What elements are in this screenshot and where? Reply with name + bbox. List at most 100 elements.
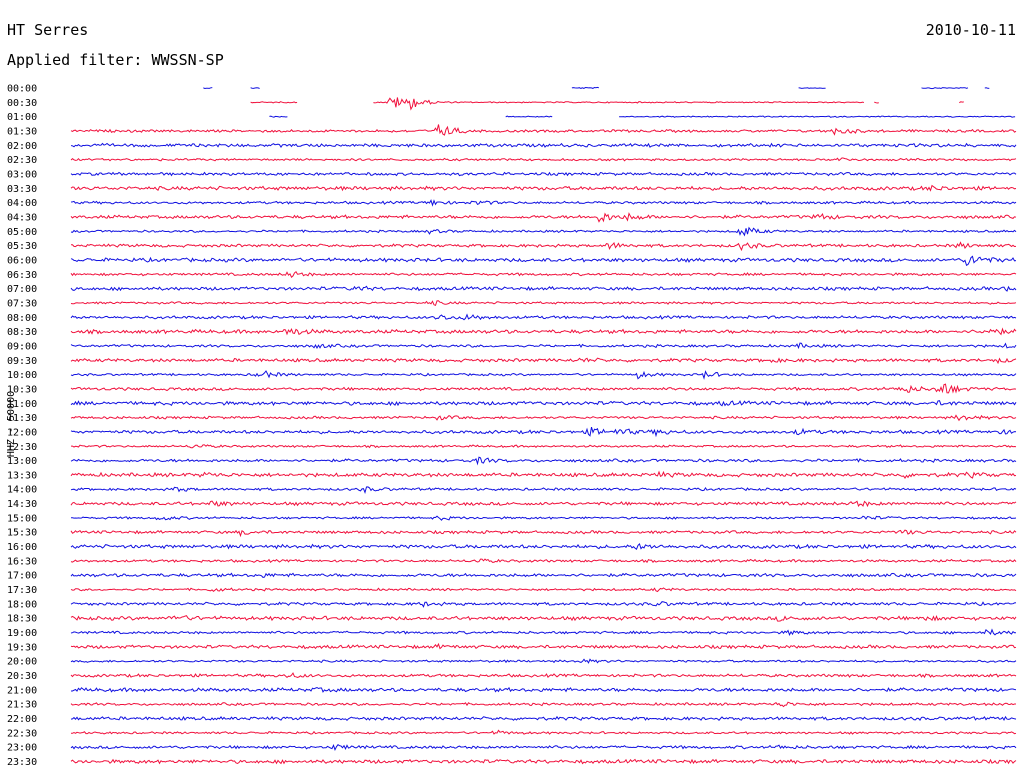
channel-label: HHZ - 50000 — [6, 391, 17, 457]
trace-line — [250, 101, 298, 104]
trace-line — [70, 426, 1017, 438]
trace-line — [71, 686, 1017, 693]
trace-line — [70, 500, 1017, 508]
hour-label: 09:00 — [7, 341, 37, 352]
hour-label: 08:30 — [7, 327, 37, 338]
hour-label: 00:00 — [7, 84, 37, 95]
trace-line — [70, 157, 1017, 162]
trace-line — [70, 357, 1017, 365]
hour-label: 19:30 — [7, 642, 37, 653]
station-title: HT Serres — [7, 21, 89, 39]
hour-label: 15:30 — [7, 528, 37, 539]
trace-line — [70, 515, 1017, 521]
trace-line — [70, 270, 1017, 279]
trace-line — [619, 115, 1016, 118]
trace-line — [70, 642, 1017, 650]
hour-label: 14:00 — [7, 485, 37, 496]
hour-label: 23:30 — [7, 757, 37, 768]
hour-label: 02:30 — [7, 155, 37, 166]
trace-line — [70, 587, 1017, 593]
hour-label: 05:30 — [7, 241, 37, 252]
hour-label: 02:00 — [7, 141, 37, 152]
trace-line — [70, 601, 1017, 608]
trace-line — [70, 558, 1017, 564]
trace-line — [70, 400, 1017, 407]
hour-label: 23:00 — [7, 743, 37, 754]
hour-label: 05:00 — [7, 227, 37, 238]
trace-line — [71, 241, 1017, 252]
trace-line — [70, 327, 1017, 336]
trace-line — [70, 758, 1017, 765]
hour-label: 03:00 — [7, 169, 37, 180]
trace-line — [203, 87, 213, 90]
hour-label: 22:00 — [7, 714, 37, 725]
trace-line — [984, 87, 990, 89]
hour-label: 08:00 — [7, 313, 37, 324]
trace-line — [70, 470, 1017, 480]
hour-label: 11:30 — [7, 413, 37, 424]
trace-line — [71, 444, 1017, 449]
trace-line — [571, 86, 600, 89]
trace-line — [959, 101, 964, 104]
hour-label: 01:30 — [7, 126, 37, 137]
trace-line — [70, 572, 1017, 578]
trace-line — [70, 199, 1017, 207]
trace-line — [70, 672, 1017, 679]
trace-line — [70, 615, 1017, 622]
hour-label: 12:30 — [7, 442, 37, 453]
hour-label: 16:30 — [7, 556, 37, 567]
trace-line — [70, 184, 1017, 192]
hour-label: 18:30 — [7, 614, 37, 625]
trace-line — [70, 529, 1017, 538]
hour-label: 07:00 — [7, 284, 37, 295]
hour-label: 13:30 — [7, 470, 37, 481]
hour-label: 01:00 — [7, 112, 37, 123]
trace-line — [70, 370, 1017, 380]
hour-label: 06:30 — [7, 270, 37, 281]
date-label: 2010-10-11 — [925, 21, 1016, 39]
hour-label: 04:00 — [7, 198, 37, 209]
trace-line — [70, 171, 1017, 177]
hour-label: 03:30 — [7, 184, 37, 195]
trace-line — [70, 658, 1017, 664]
hour-label: 17:00 — [7, 571, 37, 582]
hour-label: 20:30 — [7, 671, 37, 682]
hour-label: 17:30 — [7, 585, 37, 596]
trace-line — [70, 212, 1017, 223]
trace-line — [70, 300, 1017, 307]
trace-line — [70, 142, 1017, 149]
hour-label: 18:00 — [7, 599, 37, 610]
trace-line — [70, 342, 1017, 350]
hour-label: 09:30 — [7, 356, 37, 367]
trace-line — [70, 715, 1017, 722]
hour-label: 12:00 — [7, 427, 37, 438]
trace-line — [70, 383, 1017, 394]
trace-line — [874, 101, 879, 104]
trace-line — [70, 255, 1017, 267]
hour-label: 22:30 — [7, 728, 37, 739]
trace-line — [70, 456, 1017, 466]
hour-label: 19:00 — [7, 628, 37, 639]
hour-labels: 00:00 00:30 01:00 01:30 02:00 02:30 03:00 03:30… — [7, 84, 37, 769]
hour-label: 06:00 — [7, 255, 37, 266]
trace-line — [250, 87, 260, 89]
hour-label: 21:30 — [7, 700, 37, 711]
hour-label: 00:30 — [7, 98, 37, 109]
trace-line — [921, 87, 969, 90]
hour-label: 07:30 — [7, 298, 37, 309]
trace-line — [70, 743, 1017, 751]
trace-line — [70, 701, 1016, 708]
hour-label: 11:00 — [7, 399, 37, 410]
trace-line — [70, 542, 1017, 550]
hour-label: 15:00 — [7, 513, 37, 524]
hour-label: 14:30 — [7, 499, 37, 510]
trace-line — [70, 414, 1017, 422]
hour-label: 16:00 — [7, 542, 37, 553]
hour-label: 10:00 — [7, 370, 37, 381]
filter-label: Applied filter: WWSSN-SP — [7, 51, 224, 69]
trace-line — [70, 729, 1017, 735]
hour-label: 04:30 — [7, 212, 37, 223]
trace-line — [70, 313, 1017, 321]
traces — [70, 86, 1017, 765]
